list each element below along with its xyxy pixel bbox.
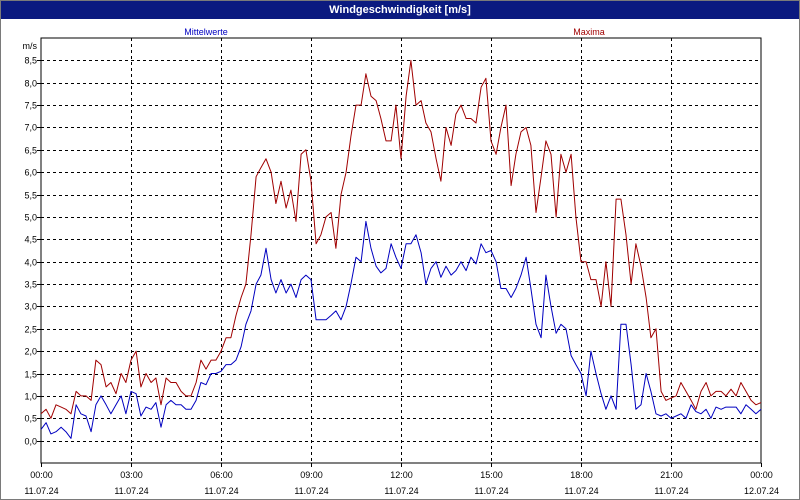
x-tick-date: 11.07.24 (114, 486, 148, 496)
y-tick-label: 0,5 (24, 414, 37, 424)
x-tick-date: 11.07.24 (384, 486, 418, 496)
x-tick-time: 06:00 (210, 470, 233, 480)
x-tick-date: 11.07.24 (24, 486, 58, 496)
legend-mean: Mittelwerte (184, 27, 228, 37)
series-line-max (40, 59, 762, 419)
x-tick-date: 12.07.24 (744, 486, 779, 496)
y-tick-label: 1,0 (24, 392, 37, 402)
y-tick-label: 1,5 (24, 370, 37, 380)
y-tick-label: 4,5 (24, 235, 37, 245)
y-tick-label: 5,0 (24, 213, 37, 223)
legend-max: Maxima (573, 27, 605, 37)
y-tick-label: 2,5 (24, 325, 37, 335)
x-tick-time: 00:00 (750, 470, 773, 480)
x-tick-time: 18:00 (570, 470, 593, 480)
y-tick-label: 6,0 (24, 168, 37, 178)
x-tick-date: 11.07.24 (564, 486, 598, 496)
x-tick-time: 00:00 (30, 470, 53, 480)
y-tick-label: 5,5 (24, 191, 37, 201)
labels: 0,0 0,5 1,0 1,5 2,0 2,5 3,0 3,5 4,0 4,5 5,0 5,5 6,0 6… (23, 27, 780, 496)
y-tick-label: 4,0 (24, 258, 37, 268)
x-tick-time: 15:00 (480, 470, 503, 480)
x-tick-time: 12:00 (390, 470, 413, 480)
y-tick-label: 0,0 (24, 437, 37, 447)
y-tick-label: 8,5 (24, 56, 37, 66)
grid (41, 38, 761, 463)
y-tick-label: 3,0 (24, 302, 37, 312)
y-tick-label: 3,5 (24, 280, 37, 290)
x-tick-time: 21:00 (660, 470, 683, 480)
x-tick-date: 11.07.24 (294, 486, 328, 496)
y-tick-label: 6,5 (24, 146, 37, 156)
x-tick-date: 11.07.24 (474, 486, 508, 496)
series-line-mean (40, 220, 762, 439)
series-lines (40, 59, 762, 439)
y-tick-label: 7,5 (24, 101, 37, 111)
y-axis-label: m/s (23, 41, 38, 51)
y-tick-label: 8,0 (24, 79, 37, 89)
y-tick-label: 2,0 (24, 347, 37, 357)
x-tick-time: 09:00 (300, 470, 323, 480)
axes (37, 37, 762, 467)
x-tick-date: 11.07.24 (204, 486, 238, 496)
chart-title: Windgeschwindigkeit [m/s] (1, 1, 799, 19)
x-tick-time: 03:00 (120, 470, 143, 480)
x-tick-date: 11.07.24 (654, 486, 688, 496)
y-tick-label: 7,0 (24, 123, 37, 133)
